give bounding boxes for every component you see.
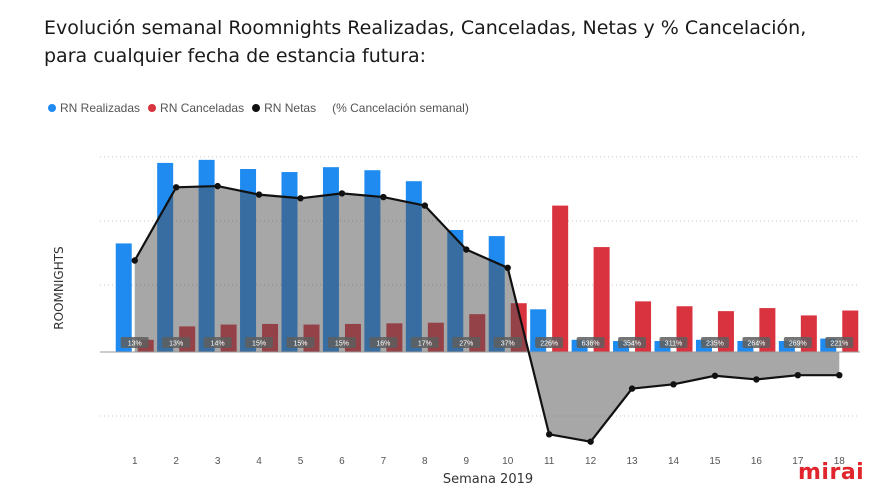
- data-label-bg-18: [825, 337, 854, 348]
- x-tick-14: 14: [668, 456, 680, 467]
- x-tick-13: 13: [626, 456, 638, 467]
- x-tick-10: 10: [502, 456, 514, 467]
- x-tick-9: 9: [463, 456, 469, 467]
- x-tick-8: 8: [422, 456, 428, 467]
- point-netas-5: [297, 195, 304, 202]
- data-label-18: 221%: [830, 341, 848, 348]
- legend-swatch-realizadas: [48, 104, 56, 112]
- data-label-bg-5: [286, 337, 315, 348]
- line-netas: [133, 184, 840, 443]
- point-netas-8: [421, 202, 429, 209]
- data-label-8: 17%: [418, 341, 432, 348]
- point-netas-16: [753, 376, 760, 383]
- legend-item-realizadas[interactable]: RN Realizadas: [48, 101, 140, 115]
- y-axis-label: ROOMNIGHTS: [52, 246, 66, 329]
- data-label-6: 15%: [335, 341, 349, 348]
- point-netas-6: [338, 190, 346, 197]
- data-label-bg-14: [659, 337, 688, 348]
- legend-label-canceladas: RN Canceladas: [160, 101, 245, 115]
- data-label-4: 15%: [252, 341, 266, 348]
- x-tick-7: 7: [381, 456, 387, 467]
- data-label-16: 264%: [747, 341, 765, 348]
- data-label-9: 27%: [459, 341, 473, 348]
- data-label-12: 636%: [582, 341, 600, 348]
- data-label-bg-3: [203, 337, 232, 348]
- data-label-bg-6: [327, 337, 356, 348]
- point-netas-1: [131, 257, 138, 264]
- point-netas-2: [172, 184, 180, 191]
- x-tick-16: 16: [751, 456, 763, 467]
- x-tick-6: 6: [339, 456, 345, 467]
- data-label-bg-13: [618, 337, 647, 348]
- data-label-bg-4: [245, 337, 274, 348]
- data-label-1: 13%: [128, 341, 142, 348]
- point-netas-12: [587, 438, 594, 445]
- data-label-bg-11: [535, 337, 564, 348]
- data-label-bg-12: [576, 337, 605, 348]
- data-label-bg-9: [452, 337, 481, 348]
- data-label-15: 235%: [706, 341, 724, 348]
- chart-title: Evolución semanal Roomnights Realizadas,…: [44, 17, 807, 67]
- x-axis-label: Semana 2019: [443, 472, 533, 487]
- brand-logo: mirai: [798, 460, 865, 485]
- point-netas-10: [504, 264, 511, 272]
- point-netas-7: [380, 193, 387, 201]
- data-label-bg-2: [162, 337, 191, 348]
- area-netas: [134, 186, 840, 442]
- x-tick-18: 18: [834, 456, 846, 467]
- data-label-bg-8: [410, 337, 439, 348]
- data-label-bg-7: [369, 337, 398, 348]
- data-label-11: 226%: [540, 341, 558, 348]
- point-netas-14: [670, 381, 677, 388]
- data-label-10: 37%: [501, 341, 515, 348]
- point-netas-17: [794, 371, 802, 379]
- data-label-7: 16%: [376, 341, 390, 348]
- legend-swatch-canceladas: [148, 104, 157, 112]
- data-label-13: 354%: [623, 341, 641, 348]
- point-netas-18: [836, 371, 843, 379]
- x-tick-1: 1: [132, 456, 138, 467]
- x-tick-2: 2: [173, 456, 179, 467]
- point-netas-3: [214, 182, 221, 190]
- legend-item-netas[interactable]: RN Netas: [252, 101, 316, 115]
- bar-realizadas-1: [115, 243, 132, 352]
- x-tick-4: 4: [256, 456, 262, 467]
- legend-note-cancelacion: (% Cancelación semanal): [332, 101, 469, 115]
- legend-label-netas: RN Netas: [264, 101, 317, 115]
- x-tick-15: 15: [709, 456, 721, 467]
- data-label-bg-16: [742, 337, 771, 348]
- x-tick-17: 17: [792, 456, 804, 467]
- bar-canceladas-12: [593, 247, 610, 352]
- chart-legend: RN Realizadas RN Canceladas RN Netas (% …: [48, 101, 469, 115]
- x-tick-11: 11: [544, 456, 555, 467]
- point-netas-11: [545, 431, 553, 438]
- bar-canceladas-11: [552, 205, 569, 352]
- x-tick-3: 3: [215, 456, 221, 467]
- data-label-5: 15%: [293, 341, 307, 348]
- data-label-bg-1: [120, 337, 149, 348]
- data-label-bg-10: [493, 337, 522, 348]
- point-netas-13: [628, 385, 636, 392]
- data-label-bg-17: [783, 337, 812, 348]
- data-label-3: 14%: [211, 341, 225, 348]
- x-tick-5: 5: [298, 456, 304, 467]
- data-label-17: 269%: [789, 341, 807, 348]
- data-label-bg-15: [700, 337, 729, 348]
- point-netas-4: [255, 191, 263, 198]
- legend-label-realizadas: RN Realizadas: [60, 101, 141, 115]
- point-netas-15: [711, 372, 719, 379]
- legend-item-canceladas[interactable]: RN Canceladas: [148, 101, 244, 115]
- point-netas-9: [463, 246, 470, 253]
- data-label-14: 311%: [665, 341, 682, 348]
- data-label-2: 13%: [169, 341, 183, 348]
- x-tick-12: 12: [585, 456, 597, 467]
- legend-swatch-netas: [252, 104, 261, 112]
